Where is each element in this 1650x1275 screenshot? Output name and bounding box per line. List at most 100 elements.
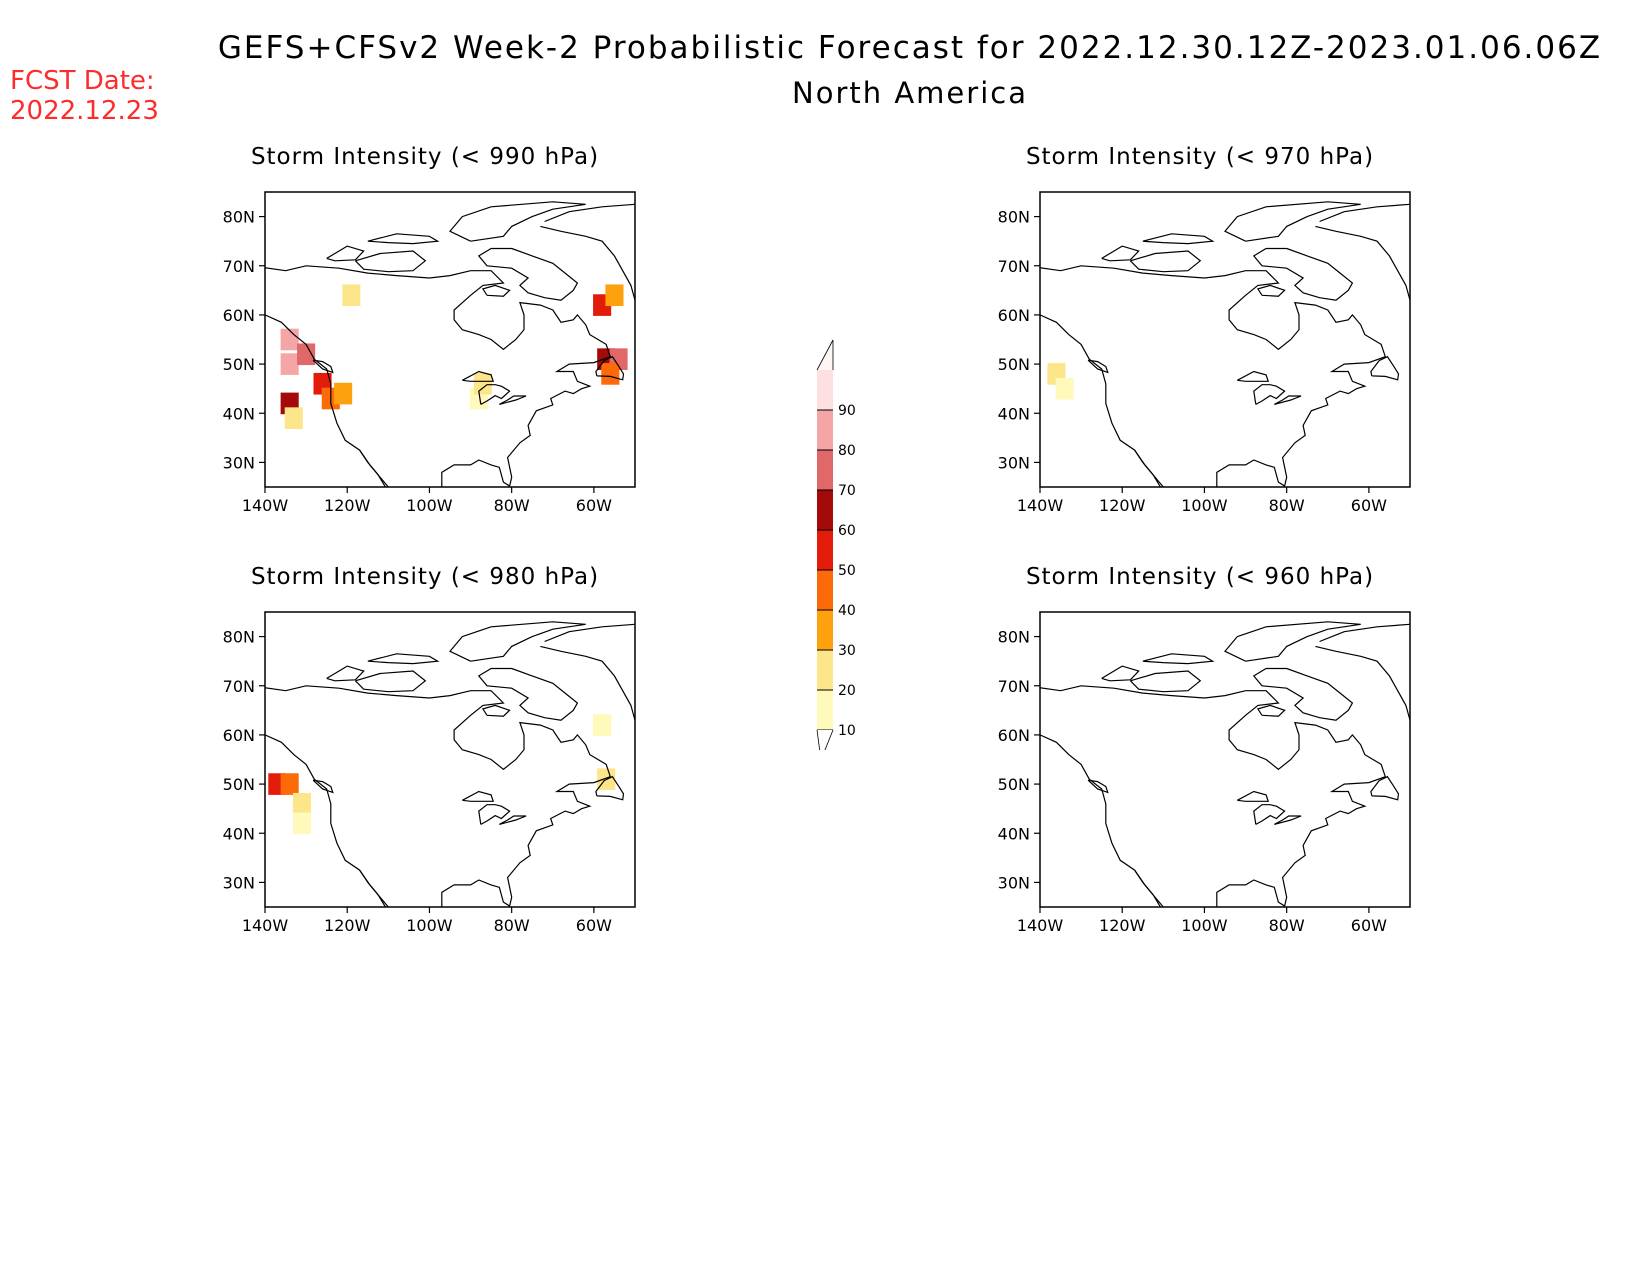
lon-tick-label: 100W xyxy=(406,496,453,515)
lat-tick-label: 30N xyxy=(223,453,255,472)
coastline-layer xyxy=(1040,201,1410,487)
colorbar-legend: 10 20 30 40 50 60 70 80 90 xyxy=(816,339,856,750)
lat-tick-label: 30N xyxy=(223,873,255,892)
coastline xyxy=(1142,233,1215,245)
colorbar-swatch xyxy=(817,570,833,610)
lat-tick-label: 70N xyxy=(998,677,1030,696)
region-subtitle: North America xyxy=(792,76,1028,110)
coastline xyxy=(1253,804,1286,825)
coastline xyxy=(1040,265,1387,487)
lon-tick-label: 140W xyxy=(1017,916,1064,935)
lon-tick-label: 120W xyxy=(324,916,371,935)
probability-cell xyxy=(280,773,299,795)
probability-cell xyxy=(473,372,492,395)
coastline xyxy=(1252,667,1354,721)
coastline xyxy=(1224,621,1361,662)
map-chart-990: 80N 70N 60N 50N 40N 30N 140W 120W 100W 80W 60W xyxy=(223,191,636,515)
forecast-date-value: 2022.12.23 xyxy=(10,96,159,126)
probability-cell xyxy=(601,363,620,385)
coastline xyxy=(1370,355,1400,381)
coastline xyxy=(1142,653,1215,665)
map-frame xyxy=(1039,611,1411,908)
coastline xyxy=(312,359,334,374)
lat-tick-label: 70N xyxy=(223,257,255,276)
lon-tick-label: 120W xyxy=(324,496,371,515)
colorbar-arrow-bottom xyxy=(816,729,834,750)
probability-fill-layer xyxy=(280,284,628,429)
coastline xyxy=(478,804,511,825)
coastline xyxy=(595,775,625,801)
map-frame xyxy=(264,611,636,908)
lat-tick-label: 80N xyxy=(223,208,255,227)
coastline xyxy=(312,779,334,794)
coastline xyxy=(326,665,365,682)
lat-tick-label: 60N xyxy=(223,306,255,325)
coastline xyxy=(477,247,579,301)
probability-cell xyxy=(605,284,624,307)
coastline xyxy=(1087,359,1109,374)
lat-tick-label: 80N xyxy=(223,628,255,647)
probability-cell xyxy=(334,382,353,405)
lat-tick-label: 50N xyxy=(223,775,255,794)
coastline xyxy=(1253,384,1286,405)
coastline xyxy=(1101,245,1140,262)
colorbar-swatch xyxy=(817,690,833,730)
coastline xyxy=(265,734,389,907)
colorbar-label: 90 xyxy=(838,403,856,419)
coastline xyxy=(1040,734,1164,907)
lon-tick-label: 140W xyxy=(1017,496,1064,515)
probability-cell xyxy=(292,812,312,835)
coastline xyxy=(1315,225,1410,302)
lon-tick-label: 80W xyxy=(1269,916,1305,935)
coastline xyxy=(478,384,511,405)
map-panel-960: Storm Intensity (< 960 hPa) 80N 70N 60N 50N… xyxy=(975,560,1425,944)
coastline xyxy=(265,265,612,487)
lon-tick-label: 60W xyxy=(576,916,612,935)
coastline xyxy=(1224,201,1361,242)
probability-cell xyxy=(280,353,299,375)
panel-title: Storm Intensity (< 960 hPa) xyxy=(1025,564,1375,590)
lat-tick-label: 60N xyxy=(998,726,1030,745)
colorbar-label: 60 xyxy=(838,523,856,539)
map-chart-970: 80N 70N 60N 50N 40N 30N 140W 120W 100W 80W 60W xyxy=(998,191,1411,515)
coastline xyxy=(1274,815,1302,825)
colorbar-swatch xyxy=(817,410,833,450)
coastline-layer xyxy=(265,621,635,907)
probability-fill-layer xyxy=(268,714,616,835)
map-frame xyxy=(264,191,636,488)
map-panel-970: Storm Intensity (< 970 hPa) 80N 70N 60N 50N… xyxy=(975,140,1425,524)
lon-tick-label: 100W xyxy=(406,916,453,935)
coastline xyxy=(1087,779,1109,794)
coastline xyxy=(462,790,495,802)
page-title: GEFS+CFSv2 Week-2 Probabilistic Forecast… xyxy=(217,30,1603,66)
lon-tick-label: 140W xyxy=(242,496,289,515)
coastline xyxy=(462,370,495,382)
coastline xyxy=(1256,704,1286,717)
probability-cell xyxy=(284,407,303,429)
map-chart-980: 80N 70N 60N 50N 40N 30N 140W 120W 100W 80W 60W xyxy=(223,611,636,935)
coastline xyxy=(359,869,387,907)
lat-tick-label: 60N xyxy=(998,306,1030,325)
coastline xyxy=(1237,370,1270,382)
lat-tick-label: 50N xyxy=(223,355,255,374)
lat-tick-label: 70N xyxy=(998,257,1030,276)
map-panel-990: Storm Intensity (< 990 hPa) 80N 70N 60N 50N… xyxy=(200,140,650,524)
coastline xyxy=(354,250,427,273)
lat-tick-label: 70N xyxy=(223,677,255,696)
coastline xyxy=(544,623,635,643)
lat-tick-label: 40N xyxy=(223,824,255,843)
coastline xyxy=(1237,790,1270,802)
coastline xyxy=(499,815,527,825)
map-chart-960: 80N 70N 60N 50N 40N 30N 140W 120W 100W 80W 60W xyxy=(998,611,1411,935)
coastline xyxy=(354,670,427,693)
lon-tick-label: 120W xyxy=(1099,916,1146,935)
lon-tick-label: 80W xyxy=(1269,496,1305,515)
coastline xyxy=(540,225,635,302)
coastline xyxy=(1129,250,1202,273)
coastline xyxy=(481,704,511,717)
colorbar-swatch xyxy=(817,370,833,410)
probability-cell xyxy=(292,792,312,815)
lon-tick-label: 100W xyxy=(1181,916,1228,935)
lat-tick-label: 40N xyxy=(998,404,1030,423)
coastline xyxy=(1101,665,1140,682)
